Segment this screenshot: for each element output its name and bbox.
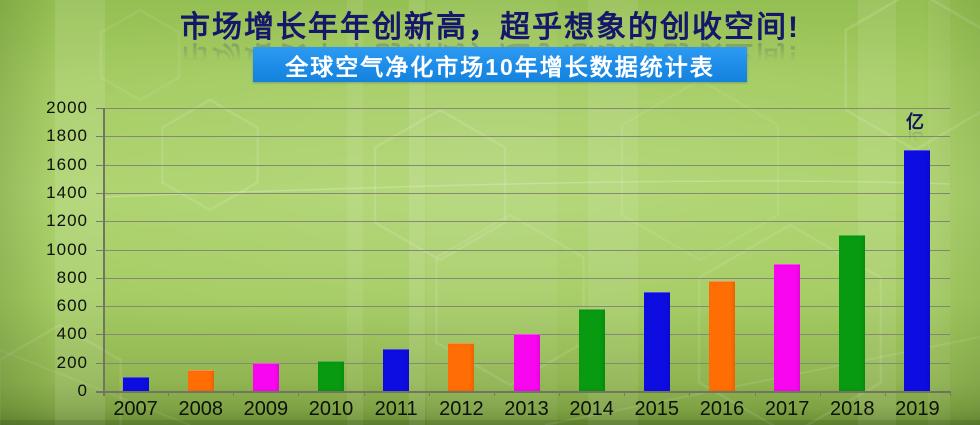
x-tick bbox=[819, 391, 821, 396]
x-tick bbox=[950, 391, 951, 396]
y-tick bbox=[96, 249, 103, 251]
y-axis-label: 0 bbox=[77, 381, 88, 400]
gridline bbox=[103, 136, 950, 138]
y-tick bbox=[96, 136, 103, 138]
y-tick bbox=[96, 192, 103, 194]
y-axis-label: 800 bbox=[56, 267, 88, 287]
gridline bbox=[103, 306, 950, 308]
y-axis-label: 1400 bbox=[46, 182, 88, 202]
y-axis-line bbox=[103, 108, 105, 396]
x-tick bbox=[168, 391, 170, 396]
x-axis-label: 2016 bbox=[699, 398, 745, 420]
x-tick bbox=[363, 391, 365, 396]
y-tick bbox=[96, 164, 103, 166]
x-axis-label: 2019 bbox=[895, 398, 940, 420]
x-tick bbox=[689, 391, 691, 396]
bar-2019 bbox=[904, 150, 931, 391]
y-tick bbox=[96, 334, 103, 336]
x-axis-label: 2015 bbox=[634, 398, 680, 420]
bar-2012 bbox=[448, 342, 475, 391]
y-axis-label: 1200 bbox=[46, 211, 88, 231]
gridline bbox=[103, 277, 950, 279]
bar-2018 bbox=[839, 235, 866, 391]
x-axis-label: 2007 bbox=[113, 398, 158, 420]
x-axis-label: 2009 bbox=[243, 398, 289, 420]
unit-label: 亿 bbox=[906, 112, 924, 132]
unit-label-reflection: 亿 bbox=[906, 129, 924, 149]
x-axis-label: 2018 bbox=[830, 398, 875, 420]
x-axis-label: 2008 bbox=[178, 398, 223, 420]
x-tick bbox=[884, 391, 886, 396]
bar-2010 bbox=[318, 361, 345, 391]
x-tick bbox=[493, 391, 495, 396]
y-axis-label: 600 bbox=[56, 296, 88, 316]
x-axis-label: 2010 bbox=[308, 398, 354, 420]
y-tick bbox=[96, 108, 103, 109]
x-axis-label: 2012 bbox=[439, 398, 484, 420]
chart-title-banner-label: 全球空气净化市场10年增长数据统计表 bbox=[285, 53, 715, 80]
x-tick bbox=[298, 391, 300, 396]
gridline bbox=[103, 221, 950, 223]
chart-title-banner: 全球空气净化市场10年增长数据统计表 bbox=[253, 47, 747, 82]
x-axis-label: 2013 bbox=[504, 398, 549, 420]
bar-2016 bbox=[708, 280, 735, 391]
y-axis-label: 200 bbox=[56, 352, 88, 372]
x-axis-label: 2014 bbox=[569, 398, 614, 420]
bar-2014 bbox=[578, 308, 605, 391]
x-axis-label: 2011 bbox=[374, 398, 418, 420]
gridline bbox=[103, 249, 950, 251]
gridline bbox=[103, 164, 950, 166]
x-tick bbox=[559, 391, 561, 396]
page-title: 市场增长年年创新高，超乎想象的创收空间! bbox=[180, 11, 800, 44]
gridline bbox=[103, 108, 950, 109]
y-axis-label: 400 bbox=[56, 324, 88, 344]
y-tick bbox=[96, 277, 103, 279]
y-tick bbox=[96, 362, 103, 364]
gridline bbox=[103, 192, 950, 194]
bar-2015 bbox=[643, 291, 670, 391]
y-axis-label: 1000 bbox=[46, 239, 88, 259]
x-tick bbox=[754, 391, 756, 396]
x-tick bbox=[233, 391, 235, 396]
x-axis-line bbox=[96, 391, 950, 393]
x-tick bbox=[428, 391, 430, 396]
bar-2017 bbox=[774, 263, 801, 391]
bar-2011 bbox=[383, 348, 410, 391]
y-tick bbox=[96, 306, 103, 308]
bar-2013 bbox=[513, 334, 540, 391]
bar-2007 bbox=[122, 376, 149, 391]
y-tick bbox=[96, 221, 103, 223]
y-axis-label: 2000 bbox=[46, 98, 88, 117]
y-axis-label: 1600 bbox=[46, 154, 88, 174]
bar-2009 bbox=[252, 362, 279, 391]
y-axis-label: 1800 bbox=[46, 126, 88, 146]
x-axis-label: 2017 bbox=[764, 398, 810, 420]
bar-2008 bbox=[187, 369, 214, 391]
x-tick bbox=[624, 391, 626, 396]
